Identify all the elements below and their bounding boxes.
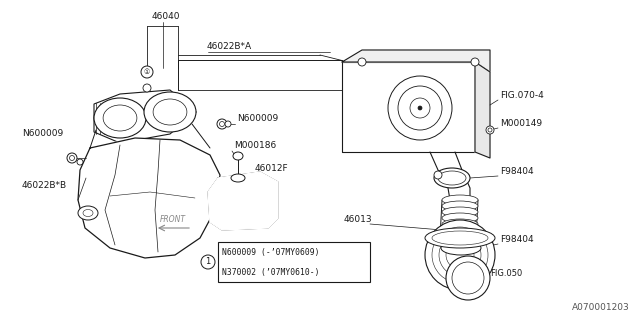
Ellipse shape bbox=[434, 168, 470, 188]
Ellipse shape bbox=[231, 174, 245, 182]
Circle shape bbox=[432, 227, 488, 283]
Text: FIG.050: FIG.050 bbox=[490, 269, 522, 278]
Ellipse shape bbox=[442, 207, 478, 217]
Text: F98404: F98404 bbox=[500, 235, 534, 244]
Ellipse shape bbox=[153, 99, 187, 125]
Ellipse shape bbox=[233, 152, 243, 160]
Ellipse shape bbox=[441, 241, 481, 255]
Text: M000149: M000149 bbox=[500, 119, 542, 128]
Text: N600009: N600009 bbox=[237, 114, 278, 123]
Circle shape bbox=[358, 58, 366, 66]
Ellipse shape bbox=[442, 195, 478, 205]
Text: 46013: 46013 bbox=[344, 215, 372, 224]
Polygon shape bbox=[475, 62, 490, 158]
Circle shape bbox=[486, 126, 494, 134]
Text: 46022B*B: 46022B*B bbox=[22, 181, 67, 190]
Circle shape bbox=[201, 255, 215, 269]
Circle shape bbox=[452, 262, 484, 294]
Circle shape bbox=[77, 159, 83, 165]
Bar bbox=[218, 242, 370, 282]
Text: 46012F: 46012F bbox=[255, 164, 289, 173]
Circle shape bbox=[220, 122, 225, 126]
Polygon shape bbox=[342, 62, 475, 152]
Ellipse shape bbox=[442, 201, 478, 211]
Circle shape bbox=[67, 153, 77, 163]
Ellipse shape bbox=[432, 231, 488, 245]
Ellipse shape bbox=[144, 92, 196, 132]
Ellipse shape bbox=[103, 105, 137, 131]
Circle shape bbox=[398, 86, 442, 130]
Circle shape bbox=[143, 84, 151, 92]
Circle shape bbox=[439, 234, 481, 276]
Text: N370002 (’07MY0610-): N370002 (’07MY0610-) bbox=[222, 268, 319, 276]
Ellipse shape bbox=[94, 98, 146, 138]
Ellipse shape bbox=[442, 225, 478, 235]
Ellipse shape bbox=[442, 219, 478, 229]
Circle shape bbox=[70, 156, 74, 161]
Text: 1: 1 bbox=[205, 258, 211, 267]
Text: 46040: 46040 bbox=[152, 12, 180, 21]
Ellipse shape bbox=[83, 210, 93, 217]
Circle shape bbox=[418, 106, 422, 110]
Ellipse shape bbox=[442, 213, 478, 223]
Circle shape bbox=[425, 220, 495, 290]
Circle shape bbox=[488, 128, 492, 132]
Circle shape bbox=[141, 66, 153, 78]
Circle shape bbox=[410, 98, 430, 118]
Circle shape bbox=[217, 119, 227, 129]
Polygon shape bbox=[78, 138, 220, 258]
Circle shape bbox=[225, 121, 231, 127]
Circle shape bbox=[446, 256, 490, 300]
Polygon shape bbox=[342, 50, 490, 72]
Circle shape bbox=[471, 58, 479, 66]
Polygon shape bbox=[208, 172, 278, 230]
Text: FRONT: FRONT bbox=[160, 215, 186, 224]
Text: N600009 (-’07MY0609): N600009 (-’07MY0609) bbox=[222, 247, 319, 257]
Text: FIG.070-4: FIG.070-4 bbox=[500, 91, 544, 100]
Circle shape bbox=[388, 76, 452, 140]
Text: F98404: F98404 bbox=[500, 167, 534, 176]
Circle shape bbox=[446, 241, 474, 269]
Ellipse shape bbox=[438, 171, 466, 185]
Ellipse shape bbox=[425, 228, 495, 248]
Text: A070001203: A070001203 bbox=[572, 303, 630, 312]
Text: N600009: N600009 bbox=[22, 129, 63, 138]
Ellipse shape bbox=[78, 206, 98, 220]
Ellipse shape bbox=[442, 231, 478, 241]
Text: ①: ① bbox=[144, 69, 150, 75]
Circle shape bbox=[434, 171, 442, 179]
Text: 46022B*A: 46022B*A bbox=[207, 42, 252, 51]
Text: M000186: M000186 bbox=[234, 141, 276, 150]
